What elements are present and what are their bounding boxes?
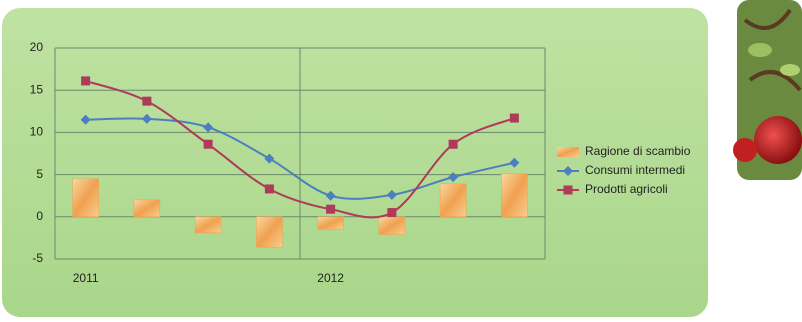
y-tick-label: 5 [36,167,43,181]
legend-label: Ragione di scambio [585,144,691,158]
marker [203,139,213,149]
marker [264,184,274,194]
y-tick-label: 0 [36,209,43,223]
bar [439,183,467,218]
marker [203,122,214,133]
y-tick-label: 20 [30,40,44,54]
marker [509,157,520,168]
marker [80,114,91,125]
marker [448,139,458,149]
legend-label: Prodotti agricoli [585,182,668,196]
marker [326,204,336,214]
bar [317,216,344,230]
legend-swatch [557,147,579,157]
marker [264,153,275,164]
marker [448,172,459,183]
y-tick-label: -5 [32,251,43,265]
bar [378,216,406,235]
marker [81,76,91,86]
legend-label: Consumi intermedi [585,163,685,177]
marker [563,166,573,176]
bar [256,216,283,248]
marker [387,208,397,218]
marker [509,113,519,123]
bar [72,178,99,218]
marker [563,185,573,195]
x-tick-label: 2011 [73,271,99,285]
bar [133,199,161,218]
marker [386,189,397,200]
line [85,79,515,219]
marker [141,113,152,124]
photo [733,0,802,180]
chart-background [2,8,708,317]
bar [501,173,528,218]
y-tick-label: 15 [30,82,44,96]
marker [142,96,152,106]
line [85,117,515,200]
bar [194,216,222,234]
y-tick-label: 10 [30,125,44,139]
marker [325,190,336,201]
x-tick-label: 2012 [317,271,344,285]
